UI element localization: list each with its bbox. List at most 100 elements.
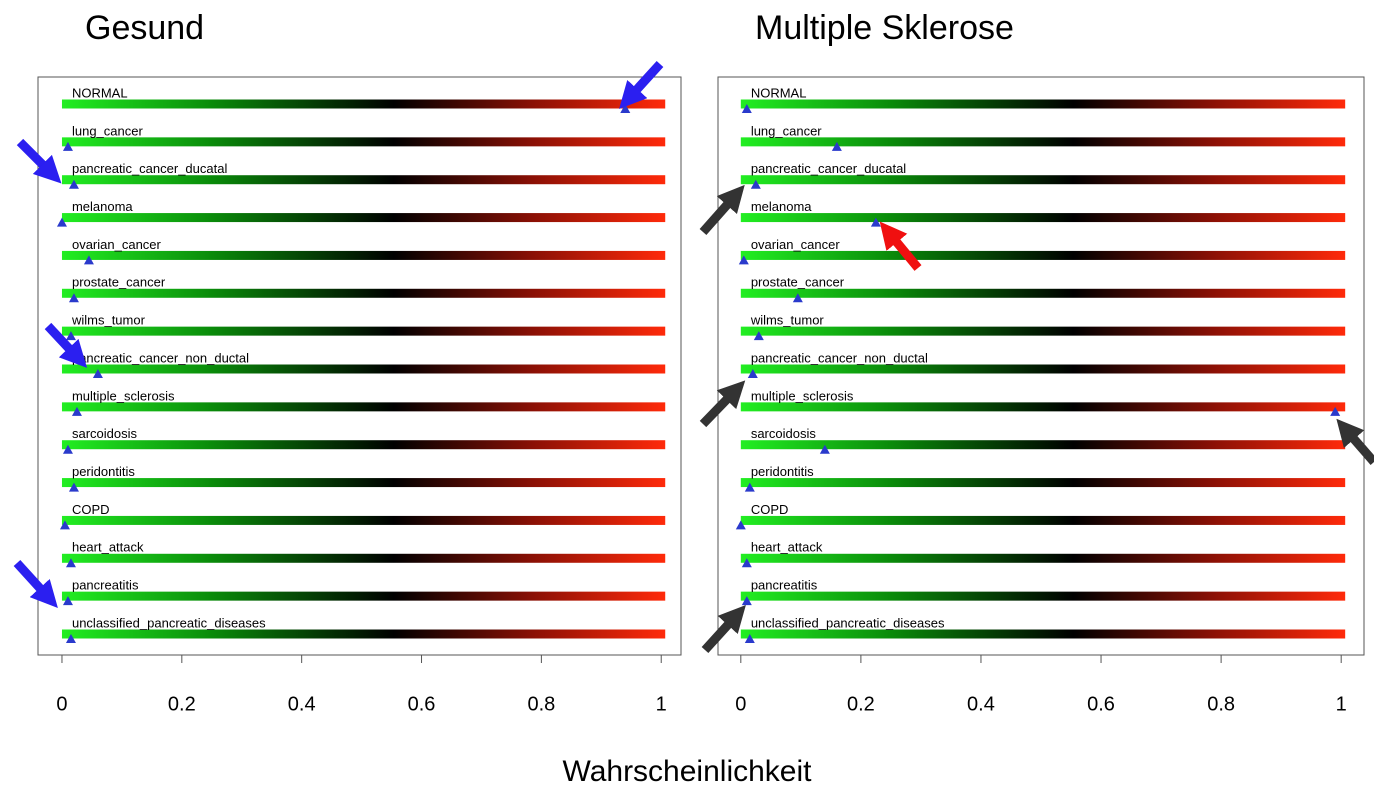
category-label: peridontitis <box>72 464 135 479</box>
scale-bar <box>61 326 666 336</box>
category-label: heart_attack <box>751 540 823 555</box>
probability-marker <box>744 634 755 643</box>
probability-marker <box>68 293 79 303</box>
x-tick-label: 1 <box>656 693 667 715</box>
category-label: lung_cancer <box>72 123 143 138</box>
category-label: melanoma <box>72 199 133 214</box>
scale-bar <box>740 478 1346 488</box>
category-label: NORMAL <box>72 85 128 100</box>
panel-frame <box>37 76 682 656</box>
probability-marker <box>68 179 79 189</box>
scale-bar <box>61 402 666 412</box>
category-label: peridontitis <box>751 464 814 479</box>
probability-marker <box>83 255 94 265</box>
x-tick-label: 0.6 <box>408 693 436 715</box>
probability-marker <box>741 596 752 606</box>
category-label: pancreatitis <box>72 578 139 593</box>
category-label: pancreatic_cancer_ducatal <box>751 161 906 176</box>
x-tick-label: 0.2 <box>168 693 196 715</box>
x-tick-label: 0.4 <box>967 693 995 715</box>
arrow <box>44 322 88 368</box>
probability-marker <box>65 331 76 341</box>
probability-marker <box>738 255 749 265</box>
category-label: pancreatic_cancer_non_ductal <box>72 350 249 365</box>
x-tick-label: 0.6 <box>1087 693 1115 715</box>
category-label: unclassified_pancreatic_diseases <box>751 615 945 630</box>
x-tick-label: 0 <box>56 693 67 715</box>
probability-marker <box>819 444 830 454</box>
probability-marker <box>747 369 758 378</box>
category-label: wilms_tumor <box>750 313 825 328</box>
category-label: COPD <box>751 502 789 517</box>
probability-marker <box>1330 406 1341 416</box>
category-label: sarcoidosis <box>72 426 138 441</box>
scale-bar <box>740 326 1346 336</box>
category-label: melanoma <box>751 199 812 214</box>
scale-bar <box>61 288 666 298</box>
category-label: NORMAL <box>751 85 807 100</box>
scale-bar <box>740 213 1346 223</box>
probability-marker <box>753 331 764 341</box>
arrow <box>619 60 664 109</box>
scale-bar <box>740 137 1346 147</box>
scale-bar <box>740 553 1346 563</box>
x-tick-label: 0.4 <box>288 693 316 715</box>
scale-bar <box>61 137 666 147</box>
category-label: prostate_cancer <box>72 275 166 290</box>
scale-bar <box>61 213 666 223</box>
category-label: ovarian_cancer <box>72 237 162 252</box>
x-tick-label: 0.8 <box>1207 693 1235 715</box>
probability-marker <box>744 482 755 492</box>
probability-marker <box>65 634 76 643</box>
arrow <box>16 138 62 184</box>
probability-marker <box>62 444 73 454</box>
scale-bar <box>61 250 666 260</box>
annotation-arrows <box>13 60 1374 654</box>
category-label: sarcoidosis <box>751 426 817 441</box>
category-label: lung_cancer <box>751 123 822 138</box>
category-label: pancreatitis <box>751 578 818 593</box>
probability-marker <box>735 520 746 530</box>
category-label: pancreatic_cancer_ducatal <box>72 161 227 176</box>
panel-title: Gesund <box>85 9 204 47</box>
probability-marker <box>68 482 79 492</box>
scale-bar <box>61 99 666 109</box>
scale-bar <box>740 402 1346 412</box>
scale-bar <box>740 629 1346 639</box>
category-label: multiple_sclerosis <box>72 388 175 403</box>
scale-bar <box>61 553 666 563</box>
category-label: pancreatic_cancer_non_ductal <box>751 350 928 365</box>
probability-marker <box>65 558 76 568</box>
probability-marker <box>750 179 761 189</box>
probability-marker <box>741 558 752 568</box>
probability-marker <box>62 141 73 151</box>
scale-bar <box>61 515 666 525</box>
scale-bar <box>740 591 1346 601</box>
x-tick-label: 0.2 <box>847 693 875 715</box>
category-label: prostate_cancer <box>751 275 845 290</box>
arrow <box>1336 418 1374 465</box>
category-label: multiple_sclerosis <box>751 388 854 403</box>
category-label: COPD <box>72 502 110 517</box>
scale-bar <box>61 629 666 639</box>
arrow <box>699 184 745 235</box>
scale-bar <box>61 175 666 185</box>
probability-marker <box>59 520 70 530</box>
probability-marker <box>741 104 752 113</box>
arrow <box>699 380 746 428</box>
probability-marker <box>71 406 82 416</box>
scale-bar <box>740 515 1346 525</box>
scale-bar <box>61 364 666 374</box>
category-label: wilms_tumor <box>71 313 146 328</box>
scale-bar <box>740 175 1346 185</box>
scale-bar <box>740 440 1346 450</box>
scale-bar <box>740 99 1346 109</box>
category-label: heart_attack <box>72 540 144 555</box>
scale-bar <box>740 364 1346 374</box>
probability-marker <box>792 293 803 303</box>
scale-bar <box>740 250 1346 260</box>
x-tick-label: 0 <box>735 693 746 715</box>
arrow <box>879 221 922 271</box>
